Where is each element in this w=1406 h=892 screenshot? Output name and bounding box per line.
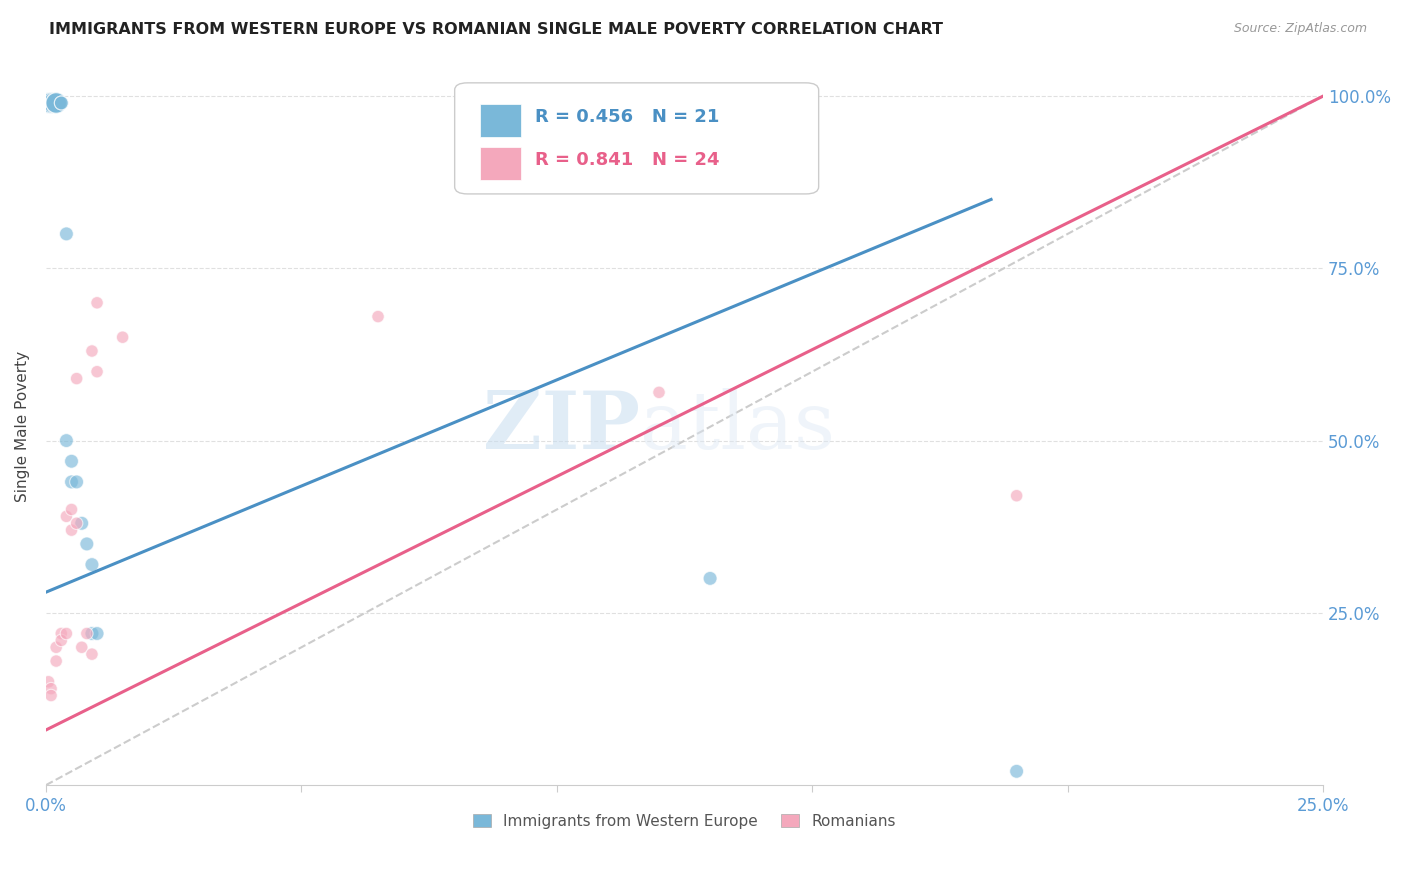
Point [55, 509, 77, 524]
Text: Source: ZipAtlas.com: Source: ZipAtlas.com [1233, 22, 1367, 36]
Point [39, 689, 62, 703]
Point [1005, 489, 1028, 503]
Point [60, 454, 83, 468]
FancyBboxPatch shape [481, 104, 522, 136]
Point [45, 640, 67, 655]
FancyBboxPatch shape [454, 83, 818, 194]
Point [76, 537, 98, 551]
Text: IMMIGRANTS FROM WESTERN EUROPE VS ROMANIAN SINGLE MALE POVERTY CORRELATION CHART: IMMIGRANTS FROM WESTERN EUROPE VS ROMANI… [49, 22, 943, 37]
Point [51, 626, 73, 640]
Point [45, 95, 67, 110]
Point [39, 681, 62, 696]
Point [86, 626, 108, 640]
Point [1005, 764, 1028, 779]
Point [70, 516, 93, 531]
Text: R = 0.456   N = 21: R = 0.456 N = 21 [536, 108, 720, 127]
Point [86, 295, 108, 310]
Point [45, 95, 67, 110]
Point [76, 626, 98, 640]
Point [38, 674, 60, 689]
Point [70, 640, 93, 655]
Point [60, 502, 83, 516]
Point [51, 95, 73, 110]
Point [60, 475, 83, 489]
Point [60, 523, 83, 537]
Point [80, 647, 103, 661]
Text: R = 0.841   N = 24: R = 0.841 N = 24 [536, 152, 720, 169]
Point [45, 654, 67, 668]
Point [39, 95, 62, 110]
Point [39, 95, 62, 110]
Point [65, 371, 87, 385]
Text: atlas: atlas [640, 388, 835, 466]
Point [42, 95, 65, 110]
Point [65, 475, 87, 489]
Point [80, 626, 103, 640]
Point [51, 633, 73, 648]
Point [648, 385, 671, 400]
Point [495, 117, 517, 131]
Point [699, 571, 721, 585]
Point [55, 626, 77, 640]
Point [55, 434, 77, 448]
FancyBboxPatch shape [481, 147, 522, 179]
Text: ZIP: ZIP [482, 388, 640, 466]
Point [367, 310, 389, 324]
Point [80, 558, 103, 572]
Point [38, 95, 60, 110]
Point [86, 365, 108, 379]
Point [45, 95, 67, 110]
Point [111, 330, 134, 344]
Point [65, 516, 87, 531]
Y-axis label: Single Male Poverty: Single Male Poverty [15, 351, 30, 502]
Legend: Immigrants from Western Europe, Romanians: Immigrants from Western Europe, Romanian… [467, 807, 903, 835]
Point [55, 227, 77, 241]
Point [80, 344, 103, 359]
Point [51, 95, 73, 110]
